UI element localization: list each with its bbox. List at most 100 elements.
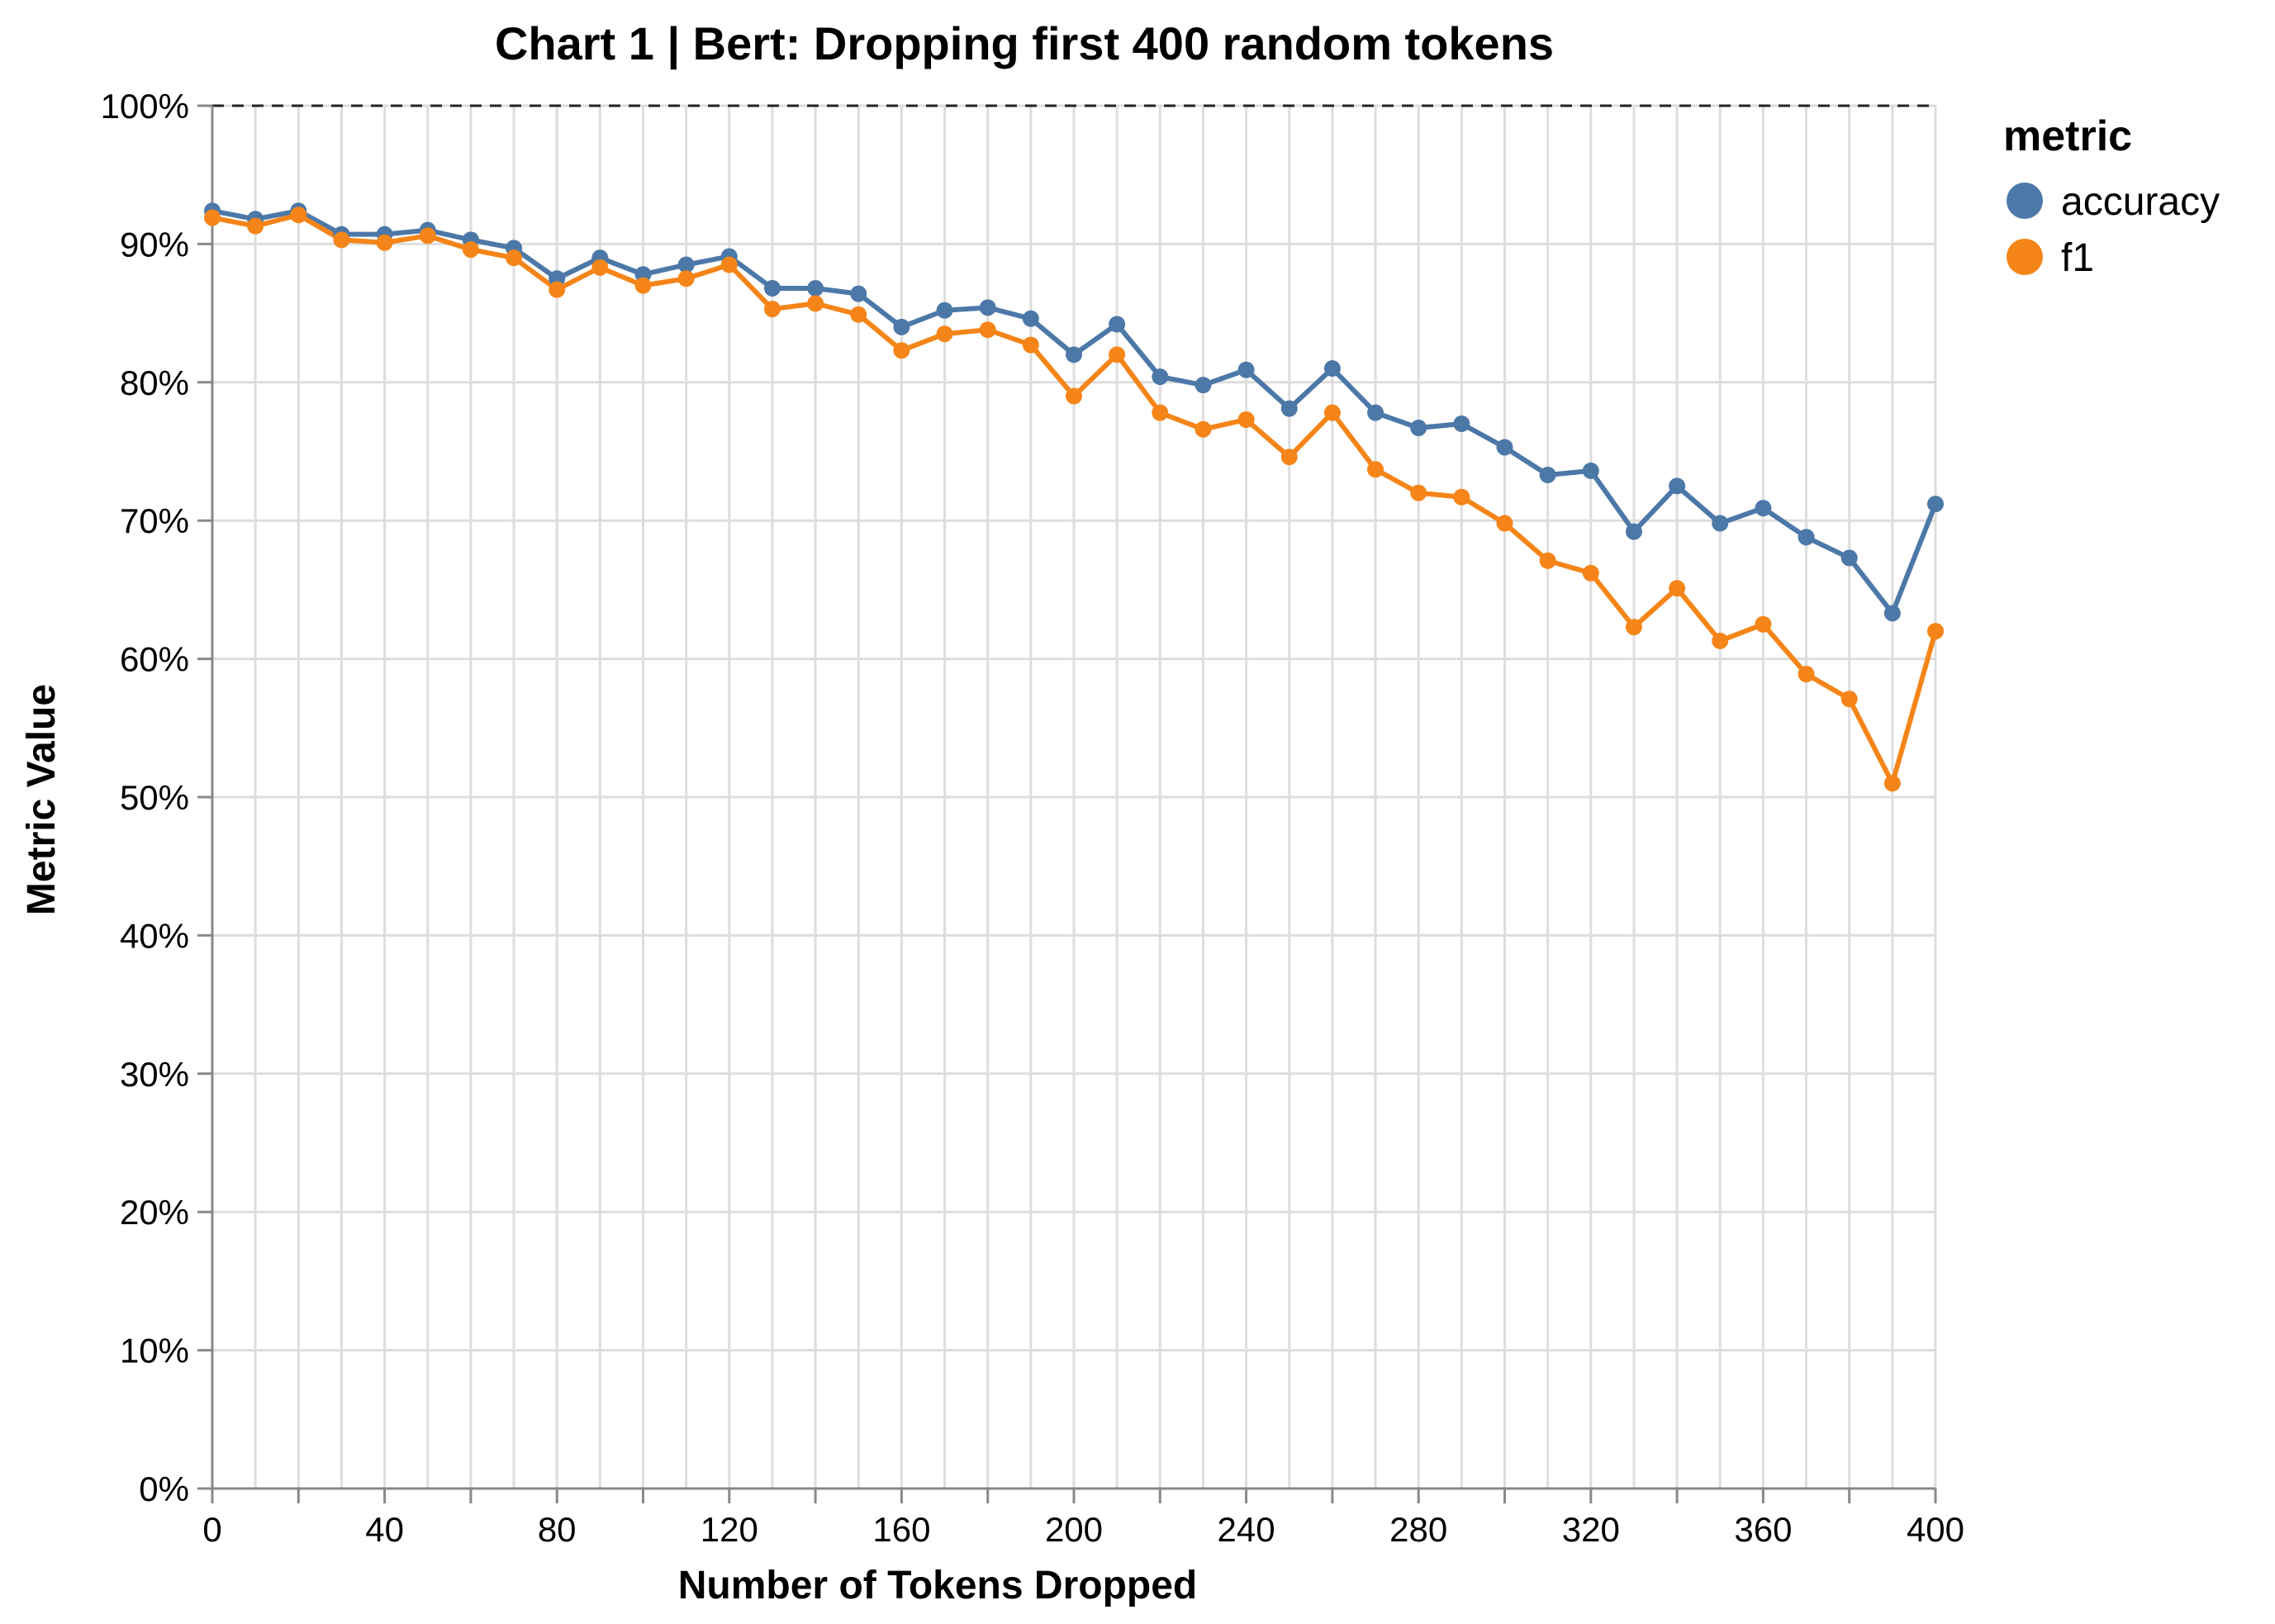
y-tick-label: 20% xyxy=(120,1193,189,1232)
data-point-f1 xyxy=(204,209,221,226)
legend: metric accuracy f1 xyxy=(2003,112,2220,280)
data-point-f1 xyxy=(850,306,867,323)
data-point-f1 xyxy=(763,301,781,318)
legend-swatch-f1 xyxy=(2007,239,2043,275)
y-tick-label: 70% xyxy=(120,501,189,540)
y-tick-label: 50% xyxy=(120,778,189,817)
data-point-f1 xyxy=(419,227,436,245)
data-point-f1 xyxy=(807,295,824,312)
data-point-f1 xyxy=(1237,411,1255,428)
y-tick-label: 60% xyxy=(120,640,189,679)
x-tick-label: 120 xyxy=(701,1510,758,1549)
x-tick-label: 320 xyxy=(1562,1510,1620,1549)
x-tick-label: 0 xyxy=(202,1510,221,1549)
data-point-f1 xyxy=(591,259,609,276)
data-point-accuracy xyxy=(1625,523,1642,540)
x-axis-title: Number of Tokens Dropped xyxy=(678,1564,1197,1607)
data-point-accuracy xyxy=(1237,361,1255,378)
data-point-accuracy xyxy=(1453,415,1470,433)
data-point-f1 xyxy=(1840,691,1858,708)
data-point-f1 xyxy=(1022,336,1039,354)
data-point-accuracy xyxy=(1022,310,1039,327)
data-point-accuracy xyxy=(1840,549,1858,567)
legend-label-accuracy: accuracy xyxy=(2061,180,2220,224)
legend-label-f1: f1 xyxy=(2061,236,2094,280)
data-point-accuracy xyxy=(1582,462,1599,479)
data-point-accuracy xyxy=(1152,368,1169,386)
data-point-f1 xyxy=(1927,623,1944,640)
data-point-accuracy xyxy=(979,299,996,316)
chart-title: Chart 1 | Bert: Dropping first 400 rando… xyxy=(495,17,1554,70)
data-point-f1 xyxy=(720,256,738,273)
y-tick-label: 90% xyxy=(120,225,189,264)
data-point-f1 xyxy=(936,325,953,343)
data-point-f1 xyxy=(1539,552,1556,569)
series-layer xyxy=(204,202,1944,792)
data-point-accuracy xyxy=(807,279,824,297)
data-point-accuracy xyxy=(1280,400,1298,417)
data-point-f1 xyxy=(247,217,264,235)
data-point-f1 xyxy=(1066,387,1082,405)
x-tick-label: 160 xyxy=(872,1510,930,1549)
data-point-f1 xyxy=(677,270,695,287)
data-point-f1 xyxy=(333,231,350,249)
data-point-accuracy xyxy=(1927,496,1944,513)
data-point-f1 xyxy=(893,342,910,359)
data-point-f1 xyxy=(506,249,523,267)
x-tick-label: 200 xyxy=(1045,1510,1103,1549)
y-tick-label: 40% xyxy=(120,916,189,955)
data-point-f1 xyxy=(376,234,393,251)
data-point-f1 xyxy=(1453,488,1470,506)
y-tick-label: 0% xyxy=(139,1470,189,1508)
data-point-accuracy xyxy=(893,318,910,335)
legend-title: metric xyxy=(2003,112,2132,160)
axes: 0 40 80 120 160 200 240 280 320 360 400 0% 10% 20% 30%… xyxy=(101,87,1964,1549)
x-tick-label: 280 xyxy=(1389,1510,1447,1549)
data-point-accuracy xyxy=(936,302,953,319)
data-point-accuracy xyxy=(1669,477,1686,495)
data-point-accuracy xyxy=(677,256,695,273)
data-point-accuracy xyxy=(1323,360,1341,378)
data-point-accuracy xyxy=(1712,515,1729,532)
x-tick-label: 80 xyxy=(538,1510,577,1549)
data-point-f1 xyxy=(1625,619,1642,636)
data-point-f1 xyxy=(1152,404,1169,421)
data-point-f1 xyxy=(549,281,566,298)
x-tick-label: 240 xyxy=(1218,1510,1275,1549)
data-point-accuracy xyxy=(1883,605,1901,622)
data-point-f1 xyxy=(1323,404,1341,421)
y-axis-title: Metric Value xyxy=(20,684,64,915)
y-tick-label: 100% xyxy=(101,87,189,126)
data-point-accuracy xyxy=(1109,316,1126,333)
data-point-accuracy xyxy=(1539,466,1556,483)
data-point-f1 xyxy=(1712,632,1729,649)
data-point-accuracy xyxy=(1410,420,1427,437)
x-tick-label: 40 xyxy=(365,1510,404,1549)
data-point-f1 xyxy=(634,277,652,294)
data-point-f1 xyxy=(1367,461,1384,478)
data-point-f1 xyxy=(1410,484,1427,501)
data-point-f1 xyxy=(1798,666,1815,683)
data-point-f1 xyxy=(1280,449,1298,466)
x-tick-label: 400 xyxy=(1907,1510,1964,1549)
data-point-accuracy xyxy=(1755,500,1772,517)
data-point-f1 xyxy=(1883,775,1901,792)
data-point-f1 xyxy=(1582,564,1599,582)
legend-items: accuracy f1 xyxy=(2007,180,2220,280)
data-point-accuracy xyxy=(1798,529,1815,546)
y-tick-label: 30% xyxy=(120,1055,189,1094)
data-point-f1 xyxy=(1755,615,1772,633)
grid xyxy=(211,104,1937,1490)
data-point-f1 xyxy=(1194,420,1212,438)
data-point-accuracy xyxy=(763,279,781,297)
data-point-f1 xyxy=(1669,580,1686,597)
data-point-f1 xyxy=(1496,515,1513,532)
data-point-f1 xyxy=(979,321,996,339)
data-point-accuracy xyxy=(1194,377,1212,394)
y-tick-label: 10% xyxy=(120,1332,189,1370)
data-point-f1 xyxy=(462,241,479,259)
x-tick-label: 360 xyxy=(1734,1510,1792,1549)
data-point-accuracy xyxy=(850,285,867,302)
